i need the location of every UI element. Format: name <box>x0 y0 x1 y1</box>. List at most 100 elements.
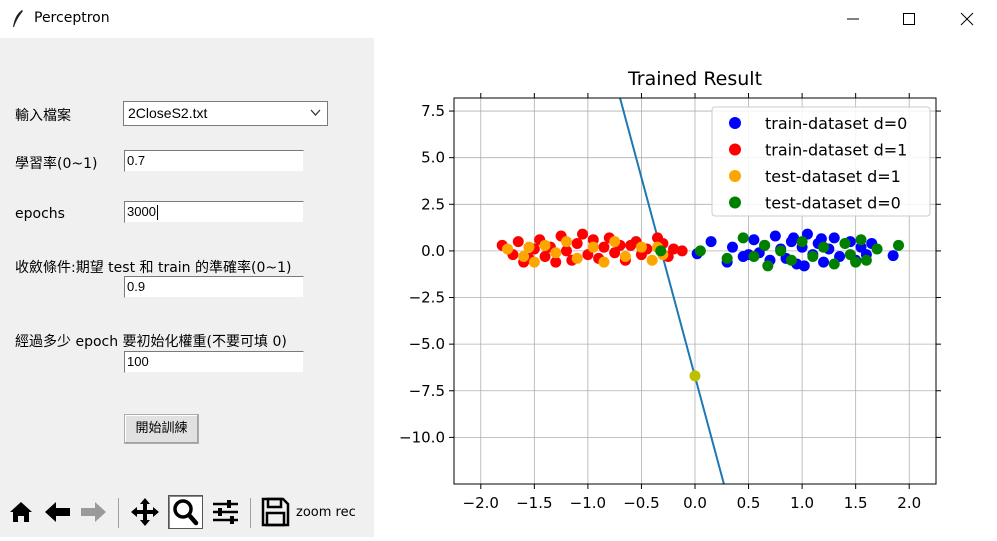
data-point <box>759 239 771 251</box>
data-point <box>523 241 535 253</box>
data-point <box>502 243 514 255</box>
maximize-icon <box>903 13 915 25</box>
forward-arrow-icon <box>81 502 106 522</box>
data-point <box>560 245 572 257</box>
start-training-button[interactable]: 開始訓練 <box>124 414 199 444</box>
learning-rate-input[interactable]: 0.7 <box>124 150 304 172</box>
close-button[interactable] <box>944 0 990 38</box>
data-point <box>539 251 551 263</box>
data-point <box>528 256 540 268</box>
convergence-input[interactable]: 0.9 <box>124 276 304 298</box>
minimize-icon <box>847 18 859 20</box>
data-point <box>571 237 583 249</box>
text-caret <box>156 205 158 221</box>
data-point <box>518 251 530 263</box>
data-point <box>512 236 524 248</box>
epochs-input[interactable]: 3000 <box>124 201 304 223</box>
file-select-value: 2CloseS2.txt <box>128 105 208 121</box>
plot-canvas[interactable]: −2.0 −1.5 −1.0 −0.5 0.0 0.5 1.0 1.5 2.0 7.5 5.0 2.5… <box>374 38 997 537</box>
legend-label: test-dataset d=0 <box>765 194 901 213</box>
data-point <box>748 251 760 263</box>
data-point <box>721 252 733 264</box>
legend-marker <box>729 117 741 129</box>
x-tick-label: −1.5 <box>516 494 552 512</box>
data-point <box>560 236 572 248</box>
legend-marker <box>729 143 741 156</box>
window-title: Perceptron <box>34 10 110 26</box>
data-point <box>798 260 810 272</box>
legend-label: test-dataset d=1 <box>765 167 901 186</box>
data-point <box>625 239 637 251</box>
pan-button[interactable] <box>128 495 163 529</box>
data-point <box>619 251 631 263</box>
zoom-icon <box>173 499 199 526</box>
save-button[interactable] <box>258 495 293 529</box>
reinit-input[interactable]: 100 <box>124 351 304 373</box>
data-point <box>796 236 808 248</box>
y-tick-label: −5.0 <box>409 335 445 353</box>
data-point <box>788 232 800 244</box>
back-arrow-icon <box>45 502 70 522</box>
chevron-down-icon <box>310 109 321 116</box>
data-point <box>694 245 706 257</box>
data-point <box>785 254 797 266</box>
close-icon <box>960 12 974 26</box>
title-bar: Perceptron <box>0 0 997 38</box>
y-tick-label: −10.0 <box>399 428 445 446</box>
toolbar-message: zoom rec <box>296 505 356 520</box>
y-tick-label: 0.0 <box>421 242 445 260</box>
legend-label: train-dataset d=1 <box>765 141 907 160</box>
data-point <box>550 247 562 259</box>
data-point <box>828 258 840 270</box>
data-point <box>818 241 830 253</box>
data-point <box>828 232 840 244</box>
data-point <box>887 250 899 262</box>
x-tick-label: 0.5 <box>737 494 761 512</box>
chart-title: Trained Result <box>627 68 762 90</box>
maximize-button[interactable] <box>886 0 932 38</box>
data-point <box>815 233 827 245</box>
data-point <box>748 234 760 246</box>
convergence-value: 0.9 <box>127 279 146 294</box>
reinit-label: 經過多少 epoch 要初始化權重(不要可填 0) <box>15 334 287 350</box>
data-point <box>775 245 787 257</box>
configure-subplots-button[interactable] <box>208 495 243 529</box>
data-point <box>871 243 883 255</box>
epochs-label: epochs <box>15 206 65 222</box>
home-icon <box>10 502 32 522</box>
data-point <box>860 254 872 266</box>
home-button[interactable] <box>4 495 39 529</box>
y-tick-label: −2.5 <box>409 289 445 307</box>
data-point <box>598 241 610 253</box>
data-point <box>587 241 599 253</box>
toolbar-separator <box>250 498 251 528</box>
epochs-value: 3000 <box>127 204 156 219</box>
reinit-value: 100 <box>127 354 149 369</box>
data-point <box>855 234 867 246</box>
data-point <box>818 256 830 268</box>
zoom-button[interactable] <box>168 495 203 529</box>
x-tick-label: 1.5 <box>844 494 868 512</box>
minimize-button[interactable] <box>830 0 876 38</box>
legend-label: train-dataset d=0 <box>765 114 907 133</box>
plot-toolbar: zoom rec <box>0 490 374 537</box>
data-point <box>571 252 583 264</box>
x-tick-label: 0.0 <box>683 494 707 512</box>
data-point <box>635 241 647 253</box>
scatter-chart[interactable]: −2.0 −1.5 −1.0 −0.5 0.0 0.5 1.0 1.5 2.0 7.5 5.0 2.5… <box>374 38 997 537</box>
x-tick-label: 1.0 <box>790 494 814 512</box>
data-point <box>609 236 621 248</box>
back-button[interactable] <box>40 495 75 529</box>
data-point <box>655 245 667 257</box>
y-tick-label: 7.5 <box>421 102 445 120</box>
y-tick-label: 5.0 <box>421 149 445 167</box>
forward-button[interactable] <box>76 495 111 529</box>
file-select[interactable]: 2CloseS2.txt <box>123 101 328 126</box>
data-point <box>705 236 717 248</box>
data-point <box>726 241 738 253</box>
convergence-label: 收斂條件:期望 test 和 train 的準確率(0~1) <box>15 260 292 276</box>
toolbar-separator <box>118 498 119 528</box>
data-point <box>668 243 680 255</box>
data-point <box>646 254 658 266</box>
x-tick-label: 2.0 <box>897 494 921 512</box>
